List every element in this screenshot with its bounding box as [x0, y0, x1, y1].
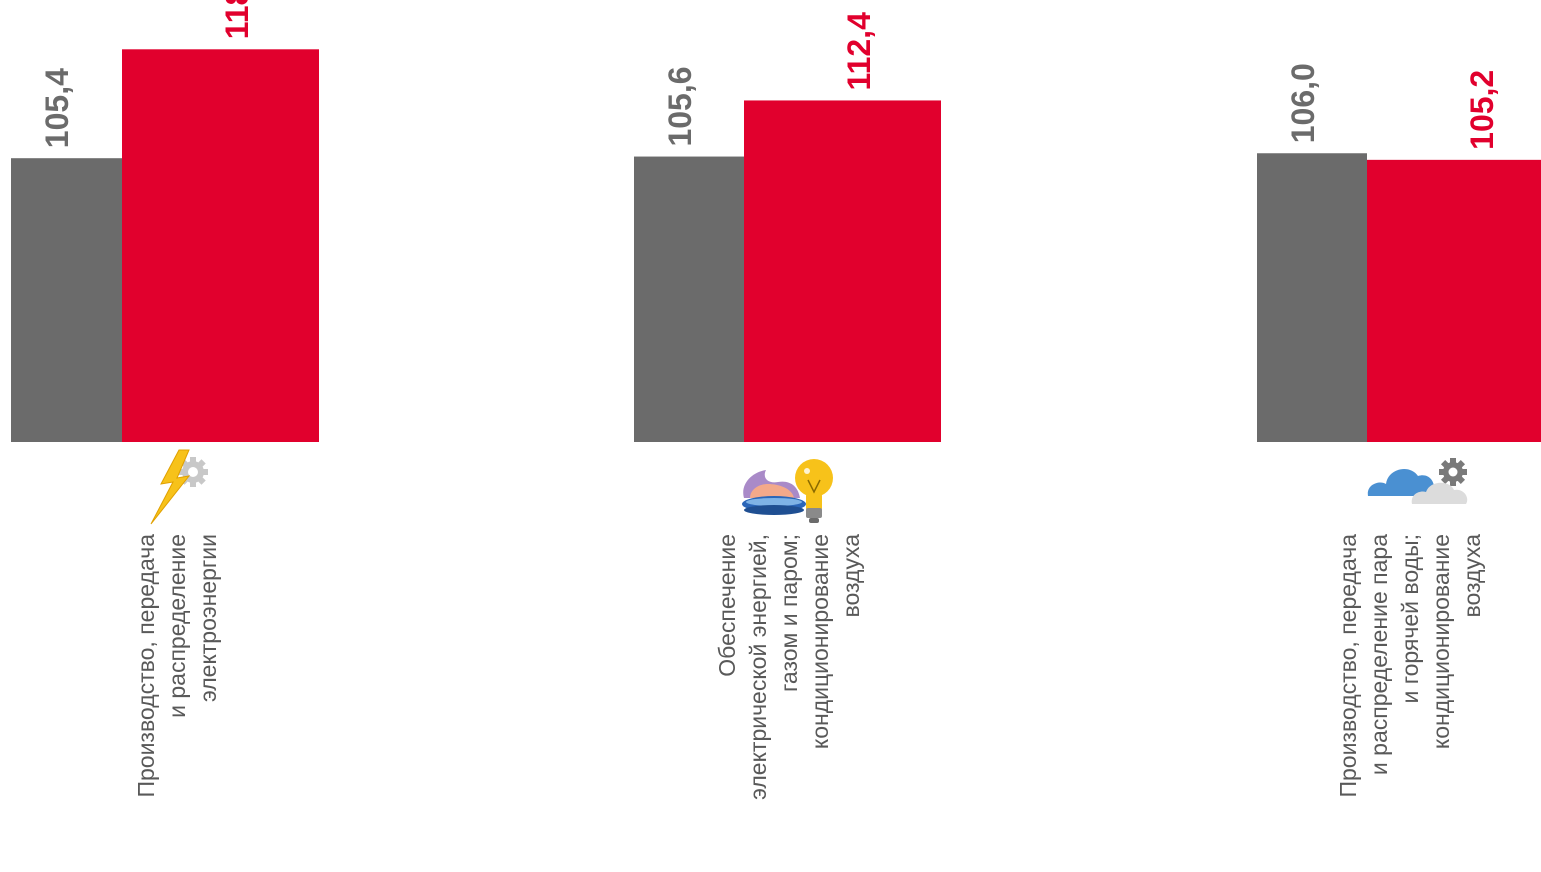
- category-label-3: Производство, передача и распределение па…: [1335, 534, 1485, 798]
- category-label-line: Производство, передача: [1335, 534, 1361, 798]
- category-label-line: Обеспечение: [714, 534, 740, 677]
- category-label-line: электроэнергии: [195, 534, 221, 702]
- value-label-series2-cat2: 112,4: [841, 12, 877, 91]
- category-icons-layer: [150, 449, 1468, 525]
- category-label-line: воздуха: [838, 534, 864, 618]
- bars-layer: [11, 49, 1541, 443]
- category-label-1: Производство, передача и распределение эле…: [133, 534, 221, 798]
- category-label-line: газом и паром;: [776, 534, 802, 692]
- clouds-gear-icon: [1367, 458, 1468, 504]
- category-label-line: и распределение пара: [1366, 534, 1392, 775]
- value-label-series1-cat1: 105,4: [39, 68, 75, 148]
- category-label-2: Обеспечение электрической энергией, газом …: [714, 534, 864, 800]
- value-label-series2-cat3: 105,2: [1464, 70, 1500, 150]
- category-label-line: Производство, передача: [133, 534, 159, 798]
- bar-series1-cat1: [11, 158, 122, 442]
- category-label-line: и распределение: [164, 534, 190, 718]
- value-label-series2-cat1: 118,6: [219, 0, 255, 39]
- bar-series2-cat3: [1367, 159, 1541, 442]
- bar-series2-cat1: [122, 49, 319, 443]
- category-label-line: воздуха: [1459, 534, 1485, 618]
- bar-series1-cat2: [634, 156, 744, 443]
- category-labels-layer: Производство, передача и распределение эле…: [133, 534, 1485, 800]
- lightning-gear-icon: [150, 449, 208, 525]
- category-label-line: электрической энергией,: [745, 534, 771, 800]
- value-label-series1-cat2: 105,6: [662, 66, 698, 146]
- category-label-line: кондиционирование: [807, 534, 833, 749]
- bar-series1-cat3: [1257, 153, 1367, 442]
- bar-series2-cat2: [744, 100, 941, 442]
- value-labels-layer: 105,4 118,6 105,6 112,4 106,0 105,2: [39, 0, 1500, 150]
- value-label-series1-cat3: 106,0: [1285, 63, 1321, 143]
- category-label-line: кондиционирование: [1428, 534, 1454, 749]
- gas-flame-lightbulb-icon: [742, 459, 833, 523]
- category-label-line: и горячей воды;: [1397, 534, 1423, 704]
